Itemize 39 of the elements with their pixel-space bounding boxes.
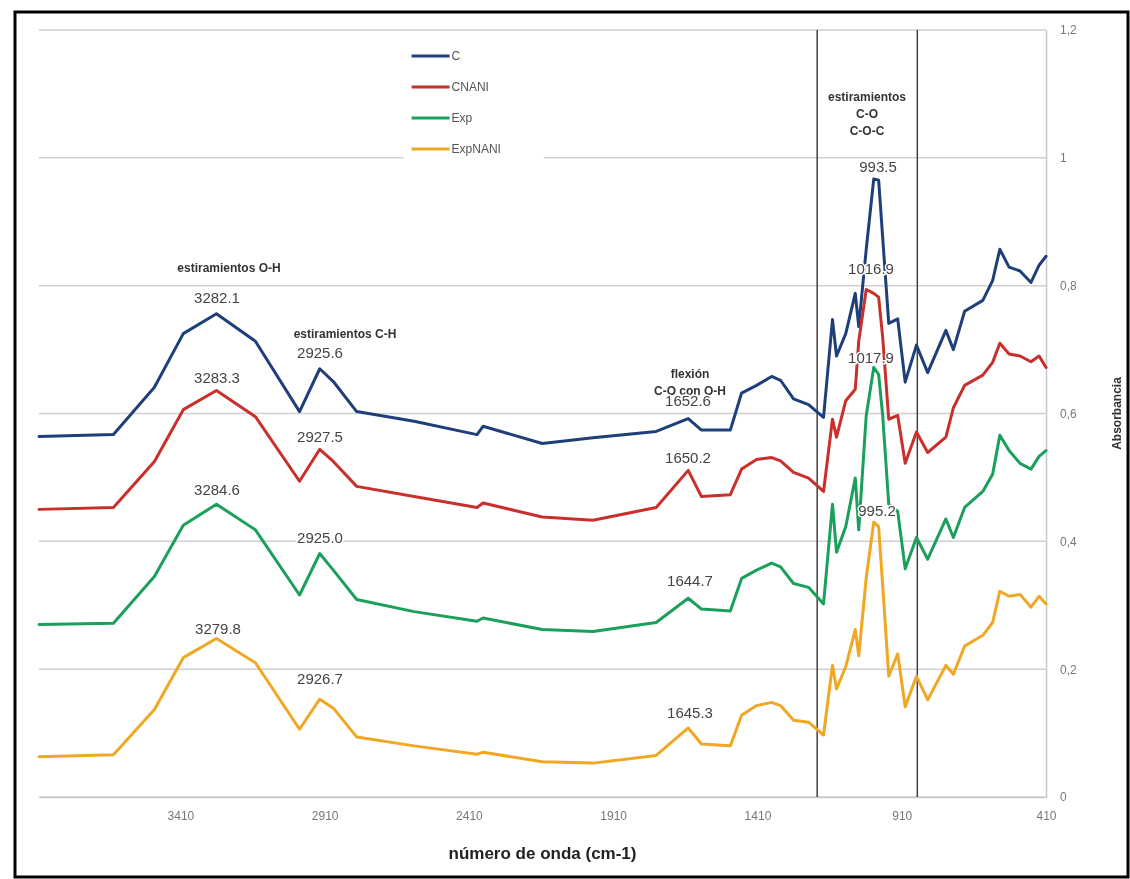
- line-series: [37, 365, 1048, 633]
- annotation: estiramientos O-H: [177, 261, 281, 276]
- annotation: 2927.5: [297, 428, 343, 446]
- annotation: 1644.7: [667, 572, 713, 590]
- y-tick-label: 0,8: [1060, 279, 1078, 294]
- annotation: 2926.7: [297, 670, 343, 688]
- annotation: 2925.0: [297, 529, 343, 547]
- annotation: 1645.3: [667, 704, 713, 722]
- y-tick-label: 0,6: [1060, 406, 1078, 421]
- x-tick-label: 910: [892, 808, 913, 823]
- y-tick-label: 0,4: [1060, 534, 1078, 549]
- legend-label: Exp: [451, 111, 473, 126]
- x-tick-label: 410: [1036, 808, 1057, 823]
- x-tick-label: 1910: [600, 808, 628, 823]
- annotation: 1650.2: [665, 449, 711, 467]
- y-axis-title: Absorbancia: [1110, 376, 1124, 450]
- annotation: 993.5: [859, 158, 897, 176]
- legend-label: ExpNANI: [451, 142, 501, 157]
- x-tick-label: 2410: [456, 808, 484, 823]
- annotation: 3284.6: [194, 481, 240, 499]
- annotation: 2925.6: [297, 344, 343, 362]
- annotation: 3283.3: [194, 369, 240, 387]
- y-tick-label: 1: [1060, 151, 1067, 166]
- y-tick-label: 0,2: [1060, 662, 1078, 677]
- legend-label: C: [451, 49, 461, 64]
- legend-label: CNANI: [451, 80, 489, 95]
- x-tick-label: 3410: [167, 808, 195, 823]
- annotation: 3279.8: [195, 620, 241, 638]
- annotation: 3282.1: [194, 289, 240, 307]
- x-tick-label: 2910: [311, 808, 339, 823]
- x-axis-title: número de onda (cm-1): [448, 844, 637, 863]
- annotation: estiramientos C-H: [293, 327, 397, 342]
- annotation: estiramientos C-O C-O-C: [827, 90, 907, 139]
- x-tick-label: 1410: [744, 808, 772, 823]
- y-tick-label: 1,2: [1060, 23, 1078, 38]
- line-series: [37, 520, 1048, 765]
- y-tick-label: 0: [1060, 790, 1067, 805]
- line-series: [37, 288, 1048, 522]
- line-series: [37, 177, 1048, 446]
